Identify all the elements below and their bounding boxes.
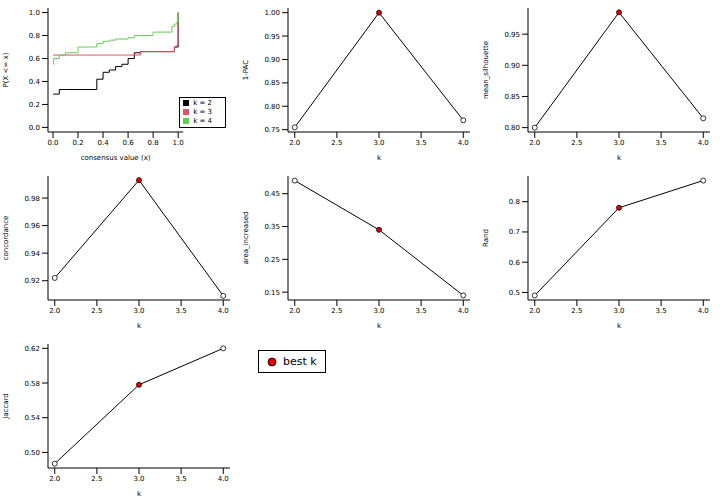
- svg-text:2.5: 2.5: [571, 307, 582, 315]
- svg-text:0.94: 0.94: [24, 250, 40, 258]
- svg-text:0.96: 0.96: [24, 222, 40, 230]
- svg-text:0.8: 0.8: [509, 198, 520, 206]
- svg-text:0.2: 0.2: [72, 139, 83, 147]
- svg-text:0.7: 0.7: [509, 228, 520, 236]
- svg-text:0.95: 0.95: [264, 33, 280, 41]
- svg-text:0.58: 0.58: [24, 380, 40, 388]
- svg-text:0.80: 0.80: [504, 124, 520, 132]
- svg-text:P(X <= x): P(X <= x): [8, 52, 10, 87]
- svg-text:4.0: 4.0: [218, 475, 229, 483]
- svg-text:concordance: concordance: [8, 216, 10, 261]
- html-text:k = 2: k = 2: [193, 99, 212, 107]
- svg-text:k: k: [377, 154, 382, 162]
- svg-text:3.5: 3.5: [656, 307, 667, 315]
- html-text:k = 4: k = 4: [193, 117, 212, 125]
- svg-text:2.5: 2.5: [91, 475, 102, 483]
- svg-text:2.0: 2.0: [529, 307, 540, 315]
- svg-text:k: k: [617, 322, 622, 330]
- svg-text:0.85: 0.85: [264, 79, 280, 87]
- svg-text:0.90: 0.90: [504, 62, 520, 70]
- svg-text:3.5: 3.5: [416, 139, 427, 147]
- svg-text:0.4: 0.4: [29, 78, 41, 86]
- svg-text:3.5: 3.5: [416, 307, 427, 315]
- svg-text:0.8: 0.8: [29, 32, 40, 40]
- svg-text:mean_silhouette: mean_silhouette: [482, 41, 490, 99]
- svg-text:2.5: 2.5: [331, 139, 342, 147]
- html-text:best k: best k: [283, 355, 317, 368]
- svg-text:2.5: 2.5: [91, 307, 102, 315]
- svg-text:k: k: [137, 322, 142, 330]
- svg-text:0.92: 0.92: [24, 277, 40, 285]
- svg-text:0.35: 0.35: [264, 223, 280, 231]
- svg-text:4.0: 4.0: [458, 307, 469, 315]
- svg-text:1-PAC: 1-PAC: [242, 60, 250, 80]
- svg-text:3.0: 3.0: [373, 307, 384, 315]
- svg-text:0.0: 0.0: [29, 124, 40, 132]
- svg-text:3.5: 3.5: [176, 307, 187, 315]
- svg-text:0.75: 0.75: [264, 126, 280, 134]
- svg-text:Rand: Rand: [482, 229, 490, 247]
- svg-text:0.45: 0.45: [264, 190, 280, 198]
- svg-text:2.0: 2.0: [49, 307, 60, 315]
- svg-text:2.0: 2.0: [49, 475, 60, 483]
- svg-text:k: k: [617, 154, 622, 162]
- svg-text:0.4: 0.4: [97, 139, 109, 147]
- svg-text:0.85: 0.85: [504, 93, 520, 101]
- svg-text:consensus value (x): consensus value (x): [81, 154, 151, 162]
- svg-text:2.0: 2.0: [529, 139, 540, 147]
- svg-text:k: k: [377, 322, 382, 330]
- svg-text:0.95: 0.95: [504, 31, 520, 39]
- svg-text:2.5: 2.5: [331, 307, 342, 315]
- svg-text:4.0: 4.0: [218, 307, 229, 315]
- svg-text:0.90: 0.90: [264, 56, 280, 64]
- svg-text:3.0: 3.0: [613, 139, 624, 147]
- svg-text:0.54: 0.54: [24, 414, 40, 422]
- svg-text:0.6: 0.6: [29, 55, 41, 63]
- svg-text:0.80: 0.80: [264, 103, 280, 111]
- svg-text:area_increased: area_increased: [242, 211, 250, 264]
- svg-text:3.0: 3.0: [373, 139, 384, 147]
- svg-text:2.5: 2.5: [571, 139, 582, 147]
- html-text:k = 3: k = 3: [193, 108, 212, 116]
- svg-text:4.0: 4.0: [458, 139, 469, 147]
- svg-text:k: k: [137, 490, 142, 498]
- svg-text:0.8: 0.8: [148, 139, 159, 147]
- svg-text:3.5: 3.5: [656, 139, 667, 147]
- svg-text:3.5: 3.5: [176, 475, 187, 483]
- svg-text:4.0: 4.0: [698, 307, 709, 315]
- svg-text:0.25: 0.25: [264, 256, 280, 264]
- svg-text:1.00: 1.00: [264, 9, 280, 17]
- svg-text:3.0: 3.0: [613, 307, 624, 315]
- svg-text:0.98: 0.98: [24, 195, 40, 203]
- svg-text:0.5: 0.5: [509, 289, 520, 297]
- svg-text:3.0: 3.0: [133, 307, 144, 315]
- svg-text:0.15: 0.15: [264, 289, 280, 297]
- svg-text:2.0: 2.0: [289, 139, 300, 147]
- svg-text:0.0: 0.0: [47, 139, 58, 147]
- svg-text:Jaccard: Jaccard: [8, 393, 10, 420]
- svg-text:3.0: 3.0: [133, 475, 144, 483]
- svg-text:0.50: 0.50: [24, 449, 40, 457]
- svg-text:0.2: 0.2: [29, 101, 40, 109]
- svg-text:2.0: 2.0: [289, 307, 300, 315]
- svg-text:0.6: 0.6: [509, 259, 521, 267]
- svg-text:4.0: 4.0: [698, 139, 709, 147]
- svg-text:1.0: 1.0: [173, 139, 184, 147]
- svg-text:0.62: 0.62: [24, 345, 40, 353]
- svg-text:1.0: 1.0: [29, 9, 40, 17]
- svg-text:0.6: 0.6: [123, 139, 135, 147]
